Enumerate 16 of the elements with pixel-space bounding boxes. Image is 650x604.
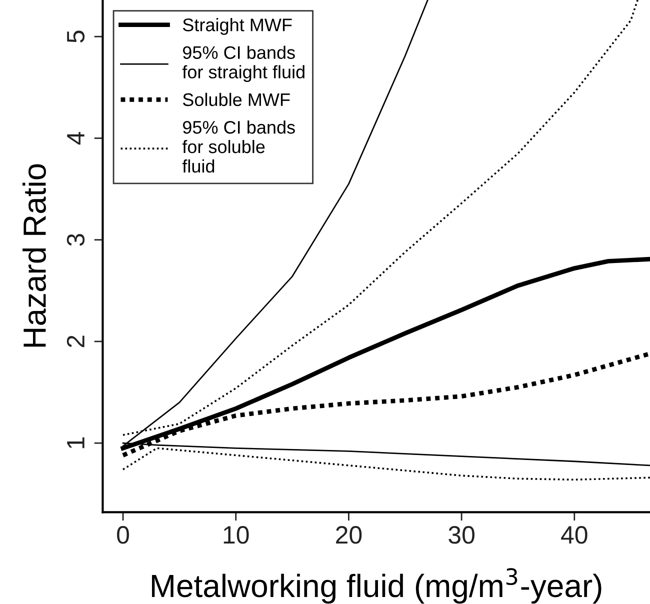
legend-label: Soluble MWF [182, 92, 290, 106]
legend-label: 95% CI bands for soluble fluid [182, 120, 295, 173]
y-tick-label: 1 [67, 437, 84, 448]
y-tick-label: 4 [67, 132, 84, 145]
y-tick-label: 3 [66, 234, 85, 246]
x-tick-label: 40 [561, 526, 588, 544]
x-tick-label: 20 [336, 526, 362, 544]
y-tick-label: 5 [67, 30, 85, 43]
x-tick-label: 30 [448, 526, 474, 544]
y-axis-title: Hazard Ratio [22, 164, 46, 347]
legend-label: 95% CI bands for straight fluid [182, 46, 304, 82]
y-tick-label: 2 [66, 336, 84, 348]
x-tick-label: 0 [117, 526, 129, 544]
legend-label: Straight MWF [182, 18, 292, 35]
x-axis-title: Metalworking fluid (mg/m$^{3}$-year) [152, 568, 602, 604]
x-tick-label: 10 [224, 526, 249, 544]
